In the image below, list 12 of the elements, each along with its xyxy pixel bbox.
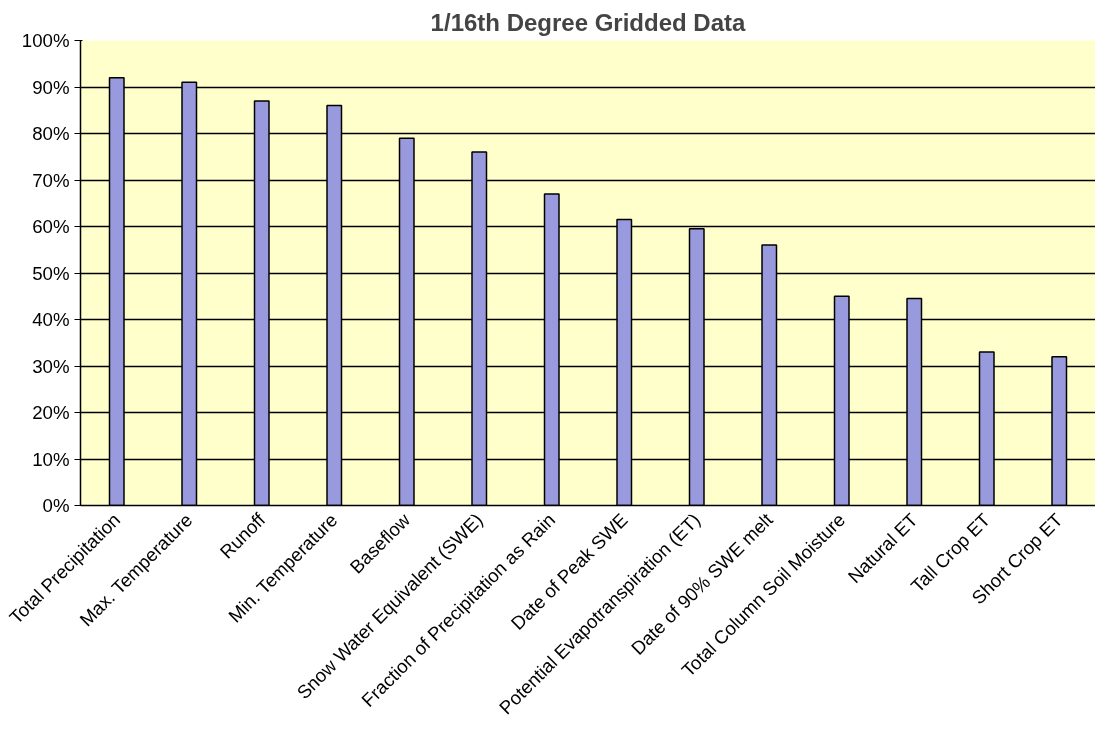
y-tick-label: 10%	[32, 448, 70, 470]
y-tick-label: 80%	[32, 123, 70, 144]
y-tick-label: 60%	[32, 216, 70, 237]
y-tick-label: 0%	[42, 495, 70, 516]
y-tick-label: 50%	[32, 262, 70, 284]
y-tick-label: 90%	[32, 76, 70, 98]
y-tick-label: 70%	[32, 169, 70, 191]
y-tick-label: 20%	[32, 402, 70, 423]
y-tick-label: 30%	[32, 355, 70, 377]
y-tick-label: 100%	[21, 30, 70, 51]
chart-title: 1/16th Degree Gridded Data	[430, 8, 747, 36]
y-tick-label: 40%	[32, 309, 70, 330]
